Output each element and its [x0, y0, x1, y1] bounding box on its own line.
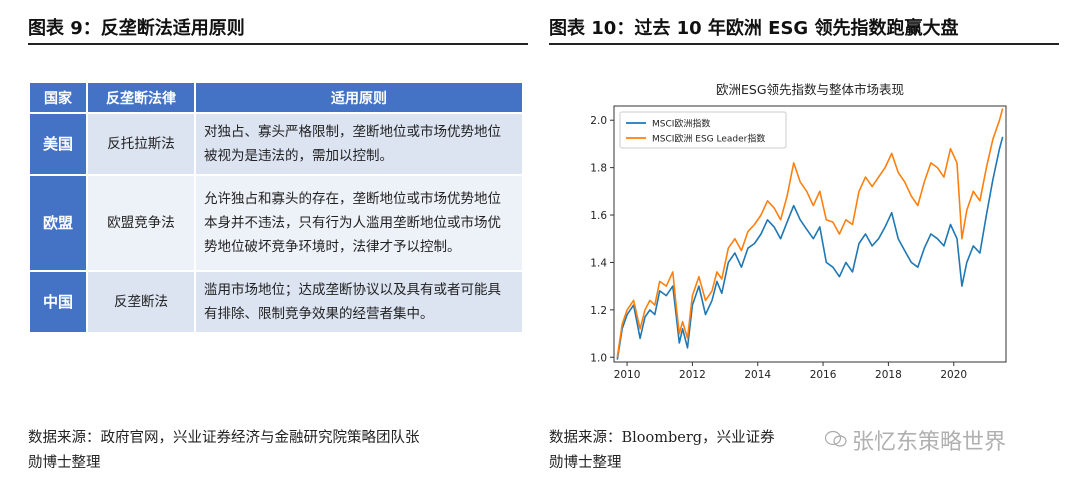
- x-tick-label: 2016: [810, 369, 837, 381]
- table-row: 欧盟 欧盟竞争法 允许独占和寡头的存在，垄断地位或市场优势地位本身并不违法，只有…: [30, 174, 524, 270]
- y-tick-label: 1.6: [590, 210, 607, 222]
- antitrust-table: 国家 反垄断法律 适用原则 美国 反托拉斯法 对独占、寡头严格限制，垄断地位或市…: [30, 83, 524, 332]
- x-tick-label: 2020: [940, 369, 967, 381]
- legend-label: MSCI欧洲 ESG Leader指数: [652, 133, 765, 145]
- right-source-line1: 数据来源：Bloomberg，兴业证券: [549, 430, 775, 446]
- y-tick-label: 2.0: [590, 115, 607, 127]
- legend-box: [619, 111, 787, 149]
- row-principle: 允许独占和寡头的存在，垄断地位或市场优势地位本身并不违法，只有行为人滥用垄断地位…: [196, 174, 524, 270]
- row-law: 反托拉斯法: [88, 112, 196, 174]
- row-principle: 滥用市场地位；达成垄断协议以及具有或者可能具有排除、限制竞争效果的经营者集中。: [196, 270, 524, 332]
- row-principle: 对独占、寡头严格限制，垄断地位或市场优势地位被视为是违法的，需加以控制。: [196, 112, 524, 174]
- left-source-line1: 数据来源：政府官网，兴业证券经济与金融研究院策略团队张: [28, 430, 420, 446]
- row-country: 欧盟: [30, 174, 88, 270]
- right-panel-title: 图表 10：过去 10 年欧洲 ESG 领先指数跑赢大盘: [549, 18, 959, 39]
- y-tick-label: 1.2: [590, 305, 607, 317]
- esg-chart: 欧洲ESG领先指数与整体市场表现 1.0 1.2 1.4 1.6 1.8 2.0 2010 20…: [578, 76, 1038, 390]
- y-tick-label: 1.0: [590, 352, 607, 364]
- y-tick-label: 1.8: [590, 163, 607, 175]
- x-tick-label: 2018: [875, 369, 902, 381]
- left-panel-title: 图表 9：反垄断法适用原则: [28, 18, 245, 39]
- table-row: 美国 反托拉斯法 对独占、寡头严格限制，垄断地位或市场优势地位被视为是违法的，需…: [30, 112, 524, 174]
- right-title-rule: [549, 43, 1059, 45]
- right-source-line2: 勋博士整理: [549, 455, 622, 471]
- x-tick-label: 2010: [614, 369, 641, 381]
- esg-line-chart: 欧洲ESG领先指数与整体市场表现 1.0 1.2 1.4 1.6 1.8 2.0 2010 20…: [590, 82, 1007, 381]
- row-country: 中国: [30, 270, 88, 332]
- table-header-row: 国家 反垄断法律 适用原则: [30, 83, 524, 112]
- left-source-line2: 勋博士整理: [28, 455, 101, 471]
- plot-frame: [613, 105, 1007, 363]
- series-line-2: [616, 108, 1004, 358]
- right-source-note: 数据来源：Bloomberg，兴业证券 勋博士整理: [549, 426, 819, 476]
- row-law: 反垄断法: [88, 270, 196, 332]
- row-country: 美国: [30, 112, 88, 174]
- wechat-icon: [825, 430, 847, 447]
- x-tick-label: 2012: [679, 369, 706, 381]
- header-principle: 适用原则: [196, 83, 524, 112]
- left-source-note: 数据来源：政府官网，兴业证券经济与金融研究院策略团队张 勋博士整理: [28, 426, 548, 476]
- table-row: 中国 反垄断法 滥用市场地位；达成垄断协议以及具有或者可能具有排除、限制竞争效果…: [30, 270, 524, 332]
- left-title-rule: [28, 43, 528, 45]
- header-law: 反垄断法律: [88, 83, 196, 112]
- chart-title: 欧洲ESG领先指数与整体市场表现: [716, 82, 904, 97]
- series-line-1: [616, 136, 1004, 360]
- row-law: 欧盟竞争法: [88, 174, 196, 270]
- y-tick-label: 1.4: [590, 257, 607, 269]
- watermark-text: 张忆东策略世界: [852, 430, 1007, 455]
- x-tick-label: 2014: [744, 369, 771, 381]
- legend-label: MSCI欧洲指数: [652, 118, 710, 130]
- header-country: 国家: [30, 83, 88, 112]
